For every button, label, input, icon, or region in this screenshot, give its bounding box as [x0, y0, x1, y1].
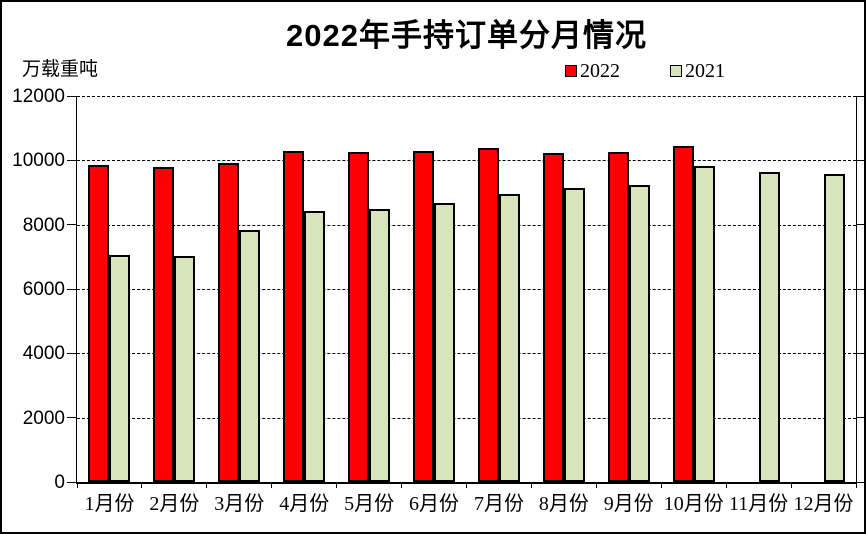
- x-axis-tick: [660, 482, 662, 488]
- bar-2022-5月份: [348, 152, 370, 482]
- x-axis-tick: [401, 482, 403, 488]
- y-axis-tick: [857, 159, 864, 161]
- y-tick-label: 2000: [22, 407, 65, 429]
- bar-2022-1月份: [88, 165, 110, 482]
- y-axis-tick: [857, 417, 864, 419]
- gridline-8000: [77, 224, 856, 226]
- x-axis-tick: [595, 482, 597, 488]
- y-tick-label: 6000: [22, 279, 65, 300]
- y-tick-label: 0: [54, 472, 65, 493]
- gridline-10000: [77, 160, 856, 162]
- x-axis-tick: [271, 482, 273, 488]
- x-axis-tick: [530, 482, 532, 488]
- y-axis-tick: [67, 417, 76, 419]
- legend-item-2022: 2022: [565, 61, 620, 81]
- x-tick-label-11月份: 11月份: [728, 493, 789, 515]
- legend-label: 2021: [685, 60, 725, 82]
- y-tick-label: 10000: [12, 150, 65, 172]
- y-axis-tick: [857, 95, 864, 97]
- x-axis-tick: [855, 482, 857, 488]
- legend-label: 2022: [580, 60, 620, 82]
- bar-2021-2月份: [174, 256, 196, 482]
- bar-2021-7月份: [498, 194, 520, 482]
- x-tick-label-10月份: 10月份: [663, 493, 724, 515]
- x-tick-label-12月份: 12月份: [793, 493, 854, 515]
- y-axis-tick: [67, 352, 76, 354]
- y-axis-tick: [857, 288, 864, 290]
- x-tick-label-4月份: 4月份: [279, 493, 330, 515]
- y-axis-tick: [67, 159, 76, 161]
- y-tick-label: 12000: [12, 86, 65, 107]
- x-tick-label-5月份: 5月份: [344, 493, 395, 515]
- y-axis-tick: [857, 352, 864, 354]
- y-axis-unit-label: 万载重吨: [22, 59, 99, 80]
- bar-2021-8月份: [563, 188, 585, 482]
- bar-2022-3月份: [218, 163, 240, 482]
- bar-2021-10月份: [693, 166, 715, 482]
- x-tick-label-8月份: 8月份: [538, 493, 589, 515]
- legend-swatch-2021: [670, 65, 682, 77]
- bar-2021-1月份: [109, 255, 131, 482]
- legend-item-2021: 2021: [670, 61, 725, 81]
- bar-2021-6月份: [434, 203, 456, 482]
- gridline-12000: [77, 96, 856, 97]
- x-tick-label-2月份: 2月份: [149, 493, 200, 515]
- bar-2022-4月份: [283, 151, 305, 482]
- x-axis-tick: [76, 482, 78, 488]
- x-tick-label-3月份: 3月份: [214, 493, 265, 515]
- x-tick-label-7月份: 7月份: [473, 493, 524, 515]
- x-tick-label-9月份: 9月份: [603, 493, 654, 515]
- bar-2021-5月份: [369, 209, 391, 482]
- x-tick-label-1月份: 1月份: [84, 493, 135, 515]
- legend-swatch-2022: [565, 65, 577, 77]
- x-axis-tick: [141, 482, 143, 488]
- y-axis-tick: [67, 481, 76, 483]
- y-tick-label: 4000: [22, 343, 65, 365]
- y-axis-tick: [67, 288, 76, 290]
- y-axis-tick: [857, 224, 864, 226]
- x-axis-tick: [790, 482, 792, 488]
- gridline-4000: [77, 353, 856, 355]
- gridline-2000: [77, 417, 856, 419]
- gridline-6000: [77, 289, 856, 290]
- bar-2021-11月份: [758, 172, 780, 482]
- x-axis-tick: [466, 482, 467, 488]
- bar-2021-9月份: [628, 185, 650, 482]
- bar-2022-6月份: [413, 151, 435, 482]
- bar-2022-7月份: [477, 148, 499, 482]
- y-axis-tick: [67, 224, 76, 226]
- x-axis-tick: [206, 482, 208, 488]
- x-axis-tick: [725, 482, 727, 488]
- bar-2022-8月份: [542, 153, 564, 482]
- y-axis-tick: [857, 481, 864, 483]
- legend: 2022 2021: [565, 61, 725, 81]
- bar-2022-10月份: [672, 146, 694, 482]
- bar-2022-2月份: [153, 167, 175, 482]
- x-tick-label-6月份: 6月份: [409, 493, 460, 515]
- chart-title: 2022年手持订单分月情况: [286, 18, 647, 53]
- x-axis-tick: [336, 482, 338, 488]
- plot-area: 0 2000 4000 6000 8000 10000 12000 1月份 2月份 3月份 4月份 5…: [12, 87, 864, 514]
- bar-2021-4月份: [304, 211, 326, 482]
- bar-2021-12月份: [823, 174, 845, 482]
- bar-2021-3月份: [239, 230, 261, 482]
- y-axis-tick: [67, 95, 76, 97]
- bar-2022-9月份: [607, 152, 629, 482]
- y-tick-label: 8000: [22, 214, 65, 236]
